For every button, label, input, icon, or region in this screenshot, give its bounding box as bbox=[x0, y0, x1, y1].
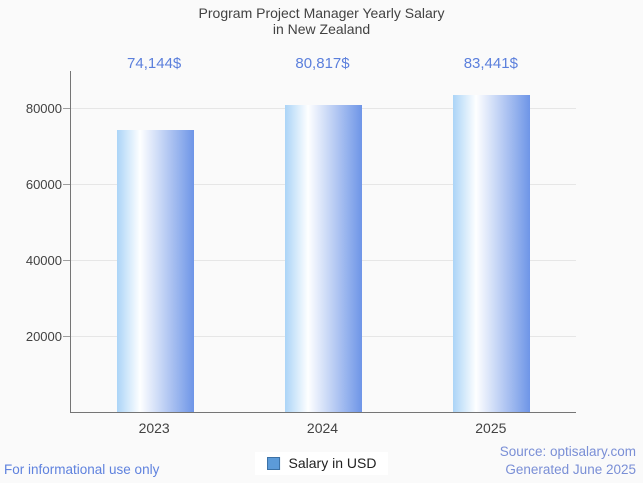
y-axis-tick bbox=[63, 183, 70, 185]
legend: Salary in USD bbox=[254, 452, 389, 475]
footer-source: Source: optisalary.com bbox=[499, 444, 636, 459]
footer-disclaimer: For informational use only bbox=[4, 462, 160, 477]
y-axis-label: 80000 bbox=[25, 100, 62, 116]
bar-2024[interactable] bbox=[285, 104, 362, 412]
value-label-2023: 74,144$ bbox=[127, 55, 182, 72]
chart-title-line2: in New Zealand bbox=[272, 21, 371, 37]
footer-attribution: Source: optisalary.com Generated June 20… bbox=[500, 443, 636, 479]
value-label-2024: 80,817$ bbox=[295, 55, 350, 72]
x-axis-label-2023: 2023 bbox=[138, 420, 170, 436]
y-axis-tick bbox=[63, 335, 70, 337]
y-axis-tick bbox=[63, 259, 70, 261]
bar-2025[interactable] bbox=[453, 94, 531, 412]
value-label-2025: 83,441$ bbox=[463, 55, 518, 72]
y-axis-label: 20000 bbox=[25, 328, 62, 344]
plot-area bbox=[63, 71, 576, 413]
legend-label: Salary in USD bbox=[288, 455, 377, 471]
y-axis-tick bbox=[63, 107, 70, 109]
x-axis-label-2024: 2024 bbox=[306, 420, 339, 436]
chart-title-line1: Program Project Manager Yearly Salary bbox=[198, 5, 445, 21]
y-axis-label: 60000 bbox=[25, 176, 62, 192]
chart-title: Program Project Manager Yearly Salary in… bbox=[0, 5, 643, 37]
bar-2023[interactable] bbox=[116, 130, 194, 412]
y-axis-label: 40000 bbox=[25, 252, 62, 268]
x-axis-label-2025: 2025 bbox=[475, 420, 507, 436]
footer-generated: Generated June 2025 bbox=[505, 462, 636, 477]
legend-swatch-icon bbox=[266, 456, 280, 470]
